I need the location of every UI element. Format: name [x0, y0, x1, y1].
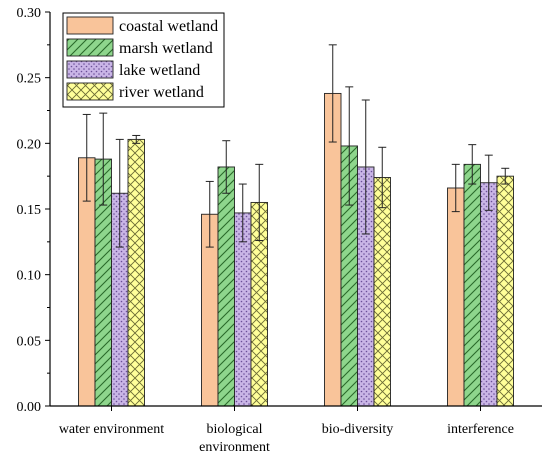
y-tick-label: 0.05 — [17, 334, 42, 349]
x-tick-label-line: bio-diversity — [322, 422, 394, 437]
legend-label: marsh wetland — [119, 40, 213, 57]
x-tick-label: water environment — [59, 422, 164, 437]
bar — [373, 177, 391, 407]
legend-label: river wetland — [119, 84, 204, 101]
bar — [496, 175, 514, 407]
x-tick-label-line: interference — [447, 422, 514, 437]
legend-label: lake wetland — [119, 62, 200, 79]
x-tick-label-line: water environment — [59, 422, 164, 437]
y-tick-label: 0.25 — [17, 72, 42, 87]
y-tick-label: 0.15 — [17, 203, 42, 218]
y-tick-label: 0.00 — [17, 400, 42, 415]
error-bars-layer — [82, 44, 510, 248]
y-tick-label: 0.10 — [17, 269, 42, 284]
x-tick-label-line: biological — [207, 422, 263, 437]
x-tick-label: biological environment — [199, 422, 270, 455]
y-tick-label: 0.30 — [17, 6, 42, 21]
x-tick-label: bio-diversity — [322, 422, 394, 437]
y-tick-label: 0.20 — [17, 137, 42, 152]
legend-swatch — [66, 60, 114, 79]
x-tick-label-line: environment — [199, 440, 270, 455]
legend-label: coastal wetland — [119, 18, 218, 35]
legend-swatch — [66, 16, 114, 35]
bars-layer — [78, 92, 514, 407]
legend-swatch — [66, 38, 114, 57]
legend-swatch — [66, 82, 114, 101]
bar — [127, 138, 145, 407]
bar — [217, 166, 235, 407]
axes-layer: water environment biological environmentbi… — [17, 6, 542, 455]
bar — [447, 187, 465, 407]
x-tick-label: interference — [447, 422, 514, 437]
bar — [463, 163, 481, 407]
legend: coastal wetland marsh wetland lake wetland… — [62, 12, 225, 108]
bar — [480, 182, 498, 407]
